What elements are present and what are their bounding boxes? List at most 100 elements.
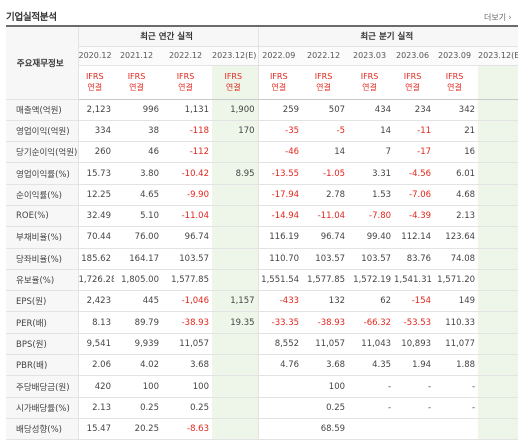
ifrs-label: IFRS 연결 (348, 65, 395, 100)
table-cell: 8,552 (257, 333, 303, 356)
table-cell: -11.04 (302, 205, 349, 228)
table-cell: 334 (78, 120, 114, 143)
table-cell (212, 354, 259, 377)
table-cell: -1,046 (162, 290, 212, 313)
table-cell: 20.25 (114, 418, 162, 441)
table-cell: - (394, 397, 435, 419)
table-row: EPS(원) 2,423 445 -1,046 1,157 -433 132 62 -154 14… (6, 290, 519, 313)
table-cell: -38.93 (162, 311, 212, 334)
period-header: 2023.03 (348, 46, 395, 66)
period-header: 2023.12(E) (212, 46, 259, 66)
row-label: 영업이익률(%) (6, 162, 79, 185)
table-cell: 1,541.31 (394, 269, 435, 292)
row-label: 당좌비율(%) (6, 248, 79, 270)
table-cell: 164.17 (114, 248, 162, 270)
table-row: 당기순이익(억원) 260 46 -112 -46 14 7 -17 16 (6, 141, 519, 164)
table-cell: - (394, 375, 435, 398)
table-cell: 103.57 (162, 248, 212, 270)
ifrs-line2: 연결 (447, 83, 462, 92)
table-cell: 70.44 (78, 226, 114, 249)
table-cell (478, 397, 519, 419)
table-row: PER(배) 8.13 89.79 -38.93 19.35 -33.35 -38.93 -6… (6, 311, 519, 334)
table-row: 매출액(억원) 2,123 996 1,131 1,900 259 507 434 234 342 (6, 99, 519, 121)
table-cell: 100 (302, 375, 349, 398)
table-cell: 434 (348, 99, 395, 121)
period-header: 2023.09 (434, 46, 479, 66)
table-cell: 1,900 (212, 99, 259, 121)
more-link[interactable]: 더보기 › (484, 12, 512, 23)
table-row: 배당성향(%) 15.47 20.25 -8.63 68.59 (6, 418, 519, 441)
table-cell: 15.73 (78, 162, 114, 185)
table-cell: - (348, 375, 395, 398)
table-cell: 100 (162, 375, 212, 398)
table-cell: 0.25 (302, 397, 349, 419)
table-cell: 100 (114, 375, 162, 398)
table-cell: -17 (394, 141, 435, 164)
table-cell: 2.13 (434, 205, 479, 228)
table-cell: 2,123 (78, 99, 114, 121)
ifrs-label: IFRS 연결 (114, 65, 162, 100)
table-cell (212, 184, 259, 206)
chevron-right-icon: › (508, 12, 512, 23)
table-row: 주당배당금(원) 420 100 100 100- - - (6, 375, 519, 398)
table-cell: -17.94 (257, 184, 303, 206)
table-cell: -5 (302, 120, 349, 143)
table-cell (478, 205, 519, 228)
table-cell: 1.88 (434, 354, 479, 377)
ifrs-label: IFRS 연결 (212, 65, 259, 100)
row-label: ROE(%) (6, 205, 79, 228)
table-cell: 11,057 (302, 333, 349, 356)
table-cell (212, 248, 259, 270)
table-cell: 4.02 (114, 354, 162, 377)
table-cell (478, 99, 519, 121)
table-cell: -7.06 (394, 184, 435, 206)
ifrs-line2: 연결 (129, 83, 144, 92)
table-cell: 76.00 (114, 226, 162, 249)
ifrs-label: IFRS 연결 (78, 65, 114, 100)
table-cell: -4.56 (394, 162, 435, 185)
table-cell (478, 354, 519, 377)
ifrs-line1: IFRS (176, 72, 195, 81)
ifrs-label: IFRS 연결 (257, 65, 303, 100)
table-cell: 1,805.00 (114, 269, 162, 292)
table-cell: -53.53 (394, 311, 435, 334)
table-cell: 2.13 (78, 397, 114, 419)
table-row: 유보율(%) 1,726.28 1,805.00 1,577.85 1,551.54 1,… (6, 269, 519, 292)
row-label: 매출액(억원) (6, 99, 79, 121)
table-cell: 1,577.85 (302, 269, 349, 292)
row-label: 순이익률(%) (6, 184, 79, 206)
row-label: PBR(배) (6, 354, 79, 377)
table-cell (478, 290, 519, 313)
table-cell: 1,131 (162, 99, 212, 121)
table-cell: 62 (348, 290, 395, 313)
table-cell (478, 141, 519, 164)
table-cell: -10.42 (162, 162, 212, 185)
table-cell: 6.01 (434, 162, 479, 185)
table-cell: 68.59 (302, 418, 349, 441)
table-cell: 7 (348, 141, 395, 164)
table-cell: 996 (114, 99, 162, 121)
table-cell: -433 (257, 290, 303, 313)
ifrs-label: IFRS 연결 (434, 65, 479, 100)
ifrs-label: IFRS 연결 (302, 65, 349, 100)
table-cell: 5.10 (114, 205, 162, 228)
table-cell: 1,577.85 (162, 269, 212, 292)
table-cell: 9,541 (78, 333, 114, 356)
table-cell (212, 205, 259, 228)
table-cell: 11,057 (162, 333, 212, 356)
table-cell: 19.35 (212, 311, 259, 334)
ifrs-line2: 연결 (405, 83, 420, 92)
ifrs-line2: 연결 (271, 83, 287, 92)
row-header-label: 주요재무정보 (6, 25, 79, 100)
table-cell: 420 (78, 375, 114, 398)
table-cell (257, 418, 303, 441)
row-label: 주당배당금(원) (6, 375, 79, 398)
table-cell: 74.08 (434, 248, 479, 270)
ifrs-line1: IFRS (85, 72, 104, 81)
table-cell (212, 333, 259, 356)
row-label: 배당성향(%) (6, 418, 79, 441)
ifrs-line1: IFRS (269, 72, 288, 81)
table-cell: 234 (394, 99, 435, 121)
table-cell: -154 (394, 290, 435, 313)
table-cell: 4.35 (348, 354, 395, 377)
